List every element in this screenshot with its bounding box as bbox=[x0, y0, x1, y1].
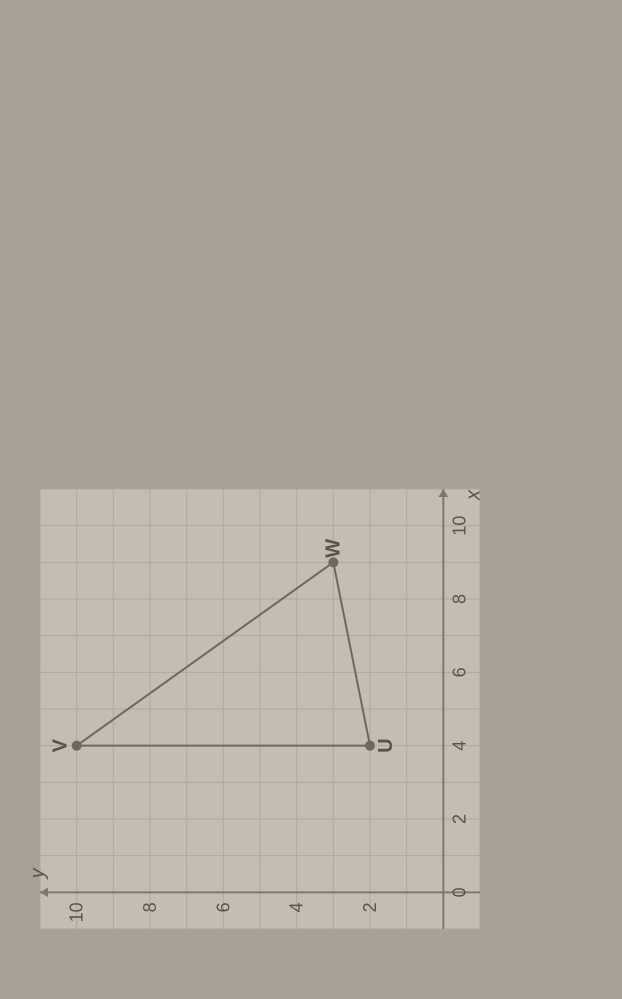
y-tick-label: 2 bbox=[360, 902, 380, 912]
point-label-U: U bbox=[375, 738, 397, 752]
y-tick-label: 4 bbox=[287, 902, 307, 912]
y-tick-label: 8 bbox=[140, 902, 160, 912]
chart-container: 0 2 4 6 8 10 2 4 6 8 10 x y U V W bbox=[0, 0, 622, 999]
x-tick-label: 10 bbox=[449, 516, 469, 536]
y-tick-label: 10 bbox=[67, 902, 87, 922]
x-tick-label: 2 bbox=[449, 814, 469, 824]
point-W bbox=[328, 557, 338, 567]
point-U bbox=[365, 741, 375, 751]
y-axis-label: y bbox=[27, 867, 49, 880]
point-V bbox=[72, 741, 82, 751]
x-axis-label: x bbox=[462, 489, 484, 501]
y-tick-label: 6 bbox=[213, 902, 233, 912]
x-tick-label: 0 bbox=[449, 887, 469, 897]
point-label-V: V bbox=[50, 738, 72, 752]
x-tick-label: 8 bbox=[449, 594, 469, 604]
triangle-chart: 0 2 4 6 8 10 2 4 6 8 10 x y U V W bbox=[0, 0, 622, 999]
x-tick-label: 6 bbox=[449, 667, 469, 677]
x-tick-label: 4 bbox=[449, 741, 469, 751]
point-label-W: W bbox=[322, 539, 344, 558]
